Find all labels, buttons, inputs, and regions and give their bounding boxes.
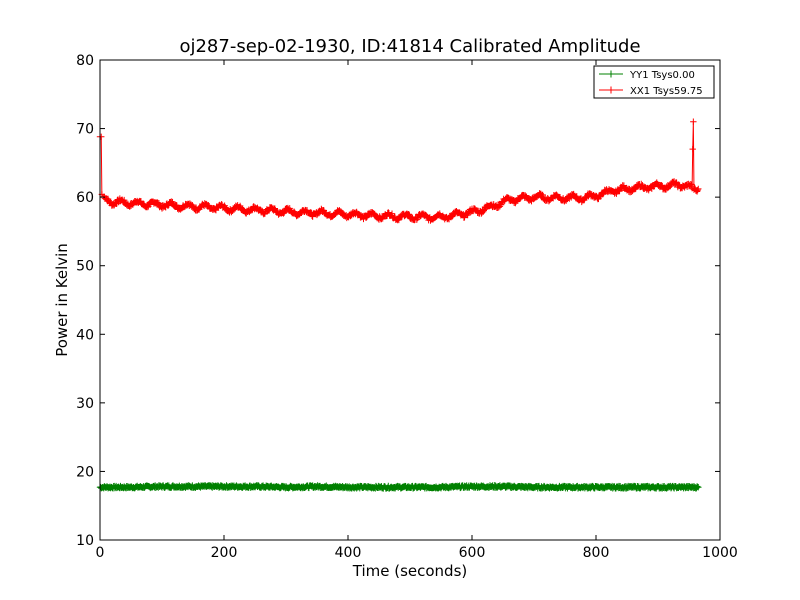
y-tick-label: 70: [76, 122, 94, 138]
chart-title: oj287-sep-02-1930, ID:41814 Calibrated A…: [179, 36, 640, 57]
y-tick-label: 30: [76, 396, 94, 412]
axes: 0 200 400 600 800 1000 10 20 30 40 50 60 70 80: [76, 53, 738, 561]
x-axis-label: Time (seconds): [352, 562, 468, 580]
legend-marker: [607, 86, 615, 94]
y-tick-label: 60: [76, 190, 94, 206]
y-tick-label: 50: [76, 259, 94, 275]
legend-label-yy1: YY1 Tsys0.00: [629, 70, 695, 81]
y-tick-label: 20: [76, 464, 94, 480]
x-tick-label: 800: [583, 545, 610, 561]
x-tick-label: 400: [335, 545, 362, 561]
plot-frame: [99, 59, 721, 541]
y-tick-label: 40: [76, 327, 94, 343]
x-tick-label: 1000: [702, 545, 738, 561]
x-tick-label: 0: [96, 545, 105, 561]
y-axis-label: Power in Kelvin: [53, 243, 71, 357]
y-tick-label: 80: [76, 53, 94, 69]
series-xx1: [96, 118, 702, 224]
x-tick-label: 600: [459, 545, 486, 561]
legend-box: [593, 65, 715, 99]
legend-marker: [607, 70, 615, 78]
legend-label-xx1: XX1 Tsys59.75: [630, 86, 703, 97]
legend: YY1 Tsys0.00 XX1 Tsys59.75: [593, 65, 715, 99]
x-tick-label: 200: [211, 545, 238, 561]
y-tick-label: 10: [76, 533, 94, 549]
plot-area: [96, 118, 702, 492]
